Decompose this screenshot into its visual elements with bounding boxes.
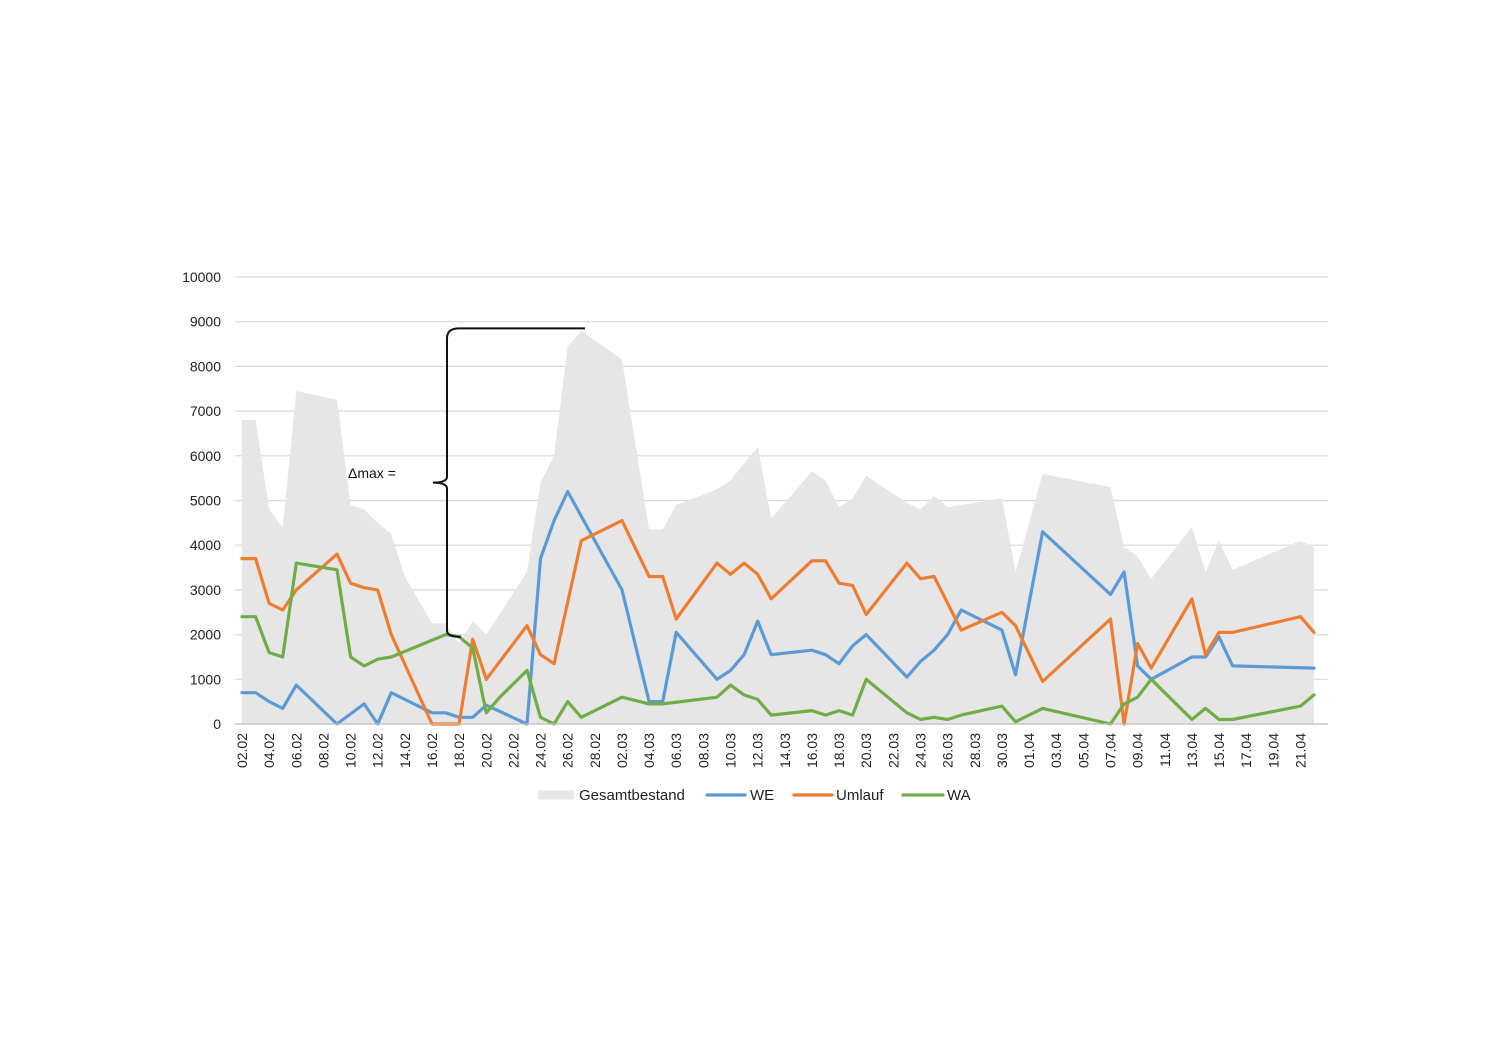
x-tick-label: 15.04 <box>1211 733 1227 768</box>
y-tick-label: 7000 <box>190 403 221 419</box>
x-tick-label: 20.03 <box>858 733 874 768</box>
series-line-wa <box>240 561 1316 726</box>
x-tick-label: 12.02 <box>370 733 386 768</box>
x-tick-label: 28.02 <box>587 733 603 768</box>
x-tick-label: 03.04 <box>1048 733 1064 768</box>
y-tick-label: 8000 <box>190 358 221 374</box>
y-tick-label: 10000 <box>182 269 221 285</box>
series-line-we <box>240 490 1316 726</box>
x-tick-label: 16.02 <box>424 733 440 768</box>
y-tick-label: 3000 <box>190 582 221 598</box>
series-area-gesamtbestand <box>242 330 1314 724</box>
x-tick-label: 28.03 <box>967 733 983 768</box>
legend-label: Umlauf <box>836 787 884 804</box>
legend-label: Gesamtbestand <box>579 787 685 804</box>
y-axis-tick-labels: 0 1000 2000 3000 4000 5000 6000 7000 8000 9000 100… <box>182 269 221 732</box>
y-tick-label: 4000 <box>190 537 221 553</box>
y-tick-label: 0 <box>213 716 221 732</box>
x-tick-label: 01.04 <box>1021 733 1037 768</box>
x-tick-label: 06.03 <box>668 733 684 768</box>
area-layer <box>242 330 1314 724</box>
y-tick-label: 6000 <box>190 448 221 464</box>
x-tick-label: 30.03 <box>994 733 1010 768</box>
x-tick-label: 24.03 <box>913 733 929 768</box>
x-tick-label: 18.03 <box>831 733 847 768</box>
x-tick-label: 09.04 <box>1130 733 1146 768</box>
x-tick-label: 26.03 <box>940 733 956 768</box>
x-tick-label: 10.03 <box>723 733 739 768</box>
x-tick-label: 02.02 <box>234 733 250 768</box>
x-tick-label: 08.03 <box>695 733 711 768</box>
delta-max-label: Δmax = <box>348 465 396 481</box>
y-tick-label: 2000 <box>190 627 221 643</box>
y-tick-label: 9000 <box>190 314 221 330</box>
x-tick-label: 24.02 <box>533 733 549 768</box>
x-tick-label: 10.02 <box>343 733 359 768</box>
x-tick-label: 12.03 <box>750 733 766 768</box>
x-tick-label: 11.04 <box>1157 733 1173 767</box>
x-tick-label: 16.03 <box>804 733 820 768</box>
x-tick-label: 04.02 <box>261 733 277 768</box>
y-tick-label: 1000 <box>190 671 221 687</box>
x-tick-label: 06.02 <box>288 733 304 768</box>
legend: Gesamtbestand WE Umlauf WA <box>538 787 971 804</box>
x-axis-tick-labels: 02.02 04.02 06.02 08.02 10.02 12.02 14.02 16.02… <box>234 733 1309 768</box>
x-tick-label: 22.03 <box>885 733 901 768</box>
y-tick-label: 5000 <box>190 493 221 509</box>
x-tick-label: 02.03 <box>614 733 630 768</box>
x-tick-label: 17.04 <box>1238 733 1254 768</box>
legend-label: WA <box>947 787 971 804</box>
x-tick-label: 13.04 <box>1184 733 1200 768</box>
x-tick-label: 05.04 <box>1075 733 1091 768</box>
x-tick-label: 18.02 <box>451 733 467 768</box>
delta-max-annotation: Δmax = <box>348 327 585 638</box>
x-tick-label: 08.02 <box>315 733 331 768</box>
legend-label: WE <box>750 787 774 804</box>
x-tick-label: 22.02 <box>505 733 521 768</box>
x-tick-label: 07.04 <box>1103 733 1119 768</box>
x-tick-label: 14.02 <box>397 733 413 768</box>
legend-swatch <box>538 790 574 800</box>
x-tick-label: 19.04 <box>1265 733 1281 768</box>
x-tick-label: 20.02 <box>478 733 494 768</box>
brace-shape <box>432 327 585 638</box>
x-tick-label: 26.02 <box>560 733 576 768</box>
x-tick-label: 14.03 <box>777 733 793 768</box>
x-tick-label: 21.04 <box>1293 733 1309 768</box>
x-tick-label: 04.03 <box>641 733 657 768</box>
